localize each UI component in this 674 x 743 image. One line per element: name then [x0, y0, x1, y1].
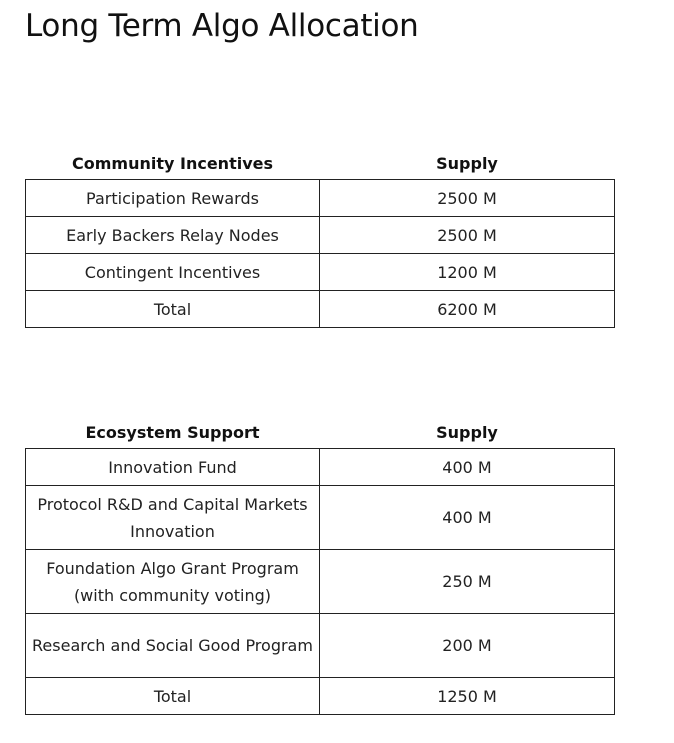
column-header-supply: Supply: [436, 153, 498, 173]
table-total-row: Total 6200 M: [25, 290, 615, 328]
row-supply: 2500 M: [319, 216, 615, 254]
community-incentives-table: Community Incentives Supply Participatio…: [25, 147, 615, 328]
row-name: Innovation Fund: [25, 448, 320, 486]
row-name: Early Backers Relay Nodes: [25, 216, 320, 254]
column-header-category: Ecosystem Support: [85, 422, 260, 442]
row-name: Total: [25, 290, 320, 328]
row-supply: 400 M: [319, 448, 615, 486]
table-row: Foundation Algo Grant Program (with comm…: [25, 549, 615, 614]
row-name: Total: [25, 677, 320, 715]
table-row: Participation Rewards 2500 M: [25, 179, 615, 217]
row-supply: 250 M: [319, 549, 615, 614]
table-row: Research and Social Good Program 200 M: [25, 613, 615, 678]
row-name: Participation Rewards: [25, 179, 320, 217]
row-name: Protocol R&D and Capital Markets Innovat…: [25, 485, 320, 550]
ecosystem-support-table: Ecosystem Support Supply Innovation Fund…: [25, 416, 615, 715]
row-supply: 200 M: [319, 613, 615, 678]
row-name: Foundation Algo Grant Program (with comm…: [25, 549, 320, 614]
table-row: Early Backers Relay Nodes 2500 M: [25, 216, 615, 254]
row-supply: 2500 M: [319, 179, 615, 217]
row-supply: 1250 M: [319, 677, 615, 715]
table-header-row: Ecosystem Support Supply: [26, 416, 615, 449]
row-supply: 400 M: [319, 485, 615, 550]
table-header-row: Community Incentives Supply: [26, 147, 615, 180]
table-row: Contingent Incentives 1200 M: [25, 253, 615, 291]
row-name: Research and Social Good Program: [25, 613, 320, 678]
row-supply: 1200 M: [319, 253, 615, 291]
row-supply: 6200 M: [319, 290, 615, 328]
table-total-row: Total 1250 M: [25, 677, 615, 715]
table-row: Innovation Fund 400 M: [25, 448, 615, 486]
page-title: Long Term Algo Allocation: [25, 8, 419, 44]
row-name: Contingent Incentives: [25, 253, 320, 291]
column-header-supply: Supply: [436, 422, 498, 442]
table-row: Protocol R&D and Capital Markets Innovat…: [25, 485, 615, 550]
column-header-category: Community Incentives: [72, 153, 273, 173]
